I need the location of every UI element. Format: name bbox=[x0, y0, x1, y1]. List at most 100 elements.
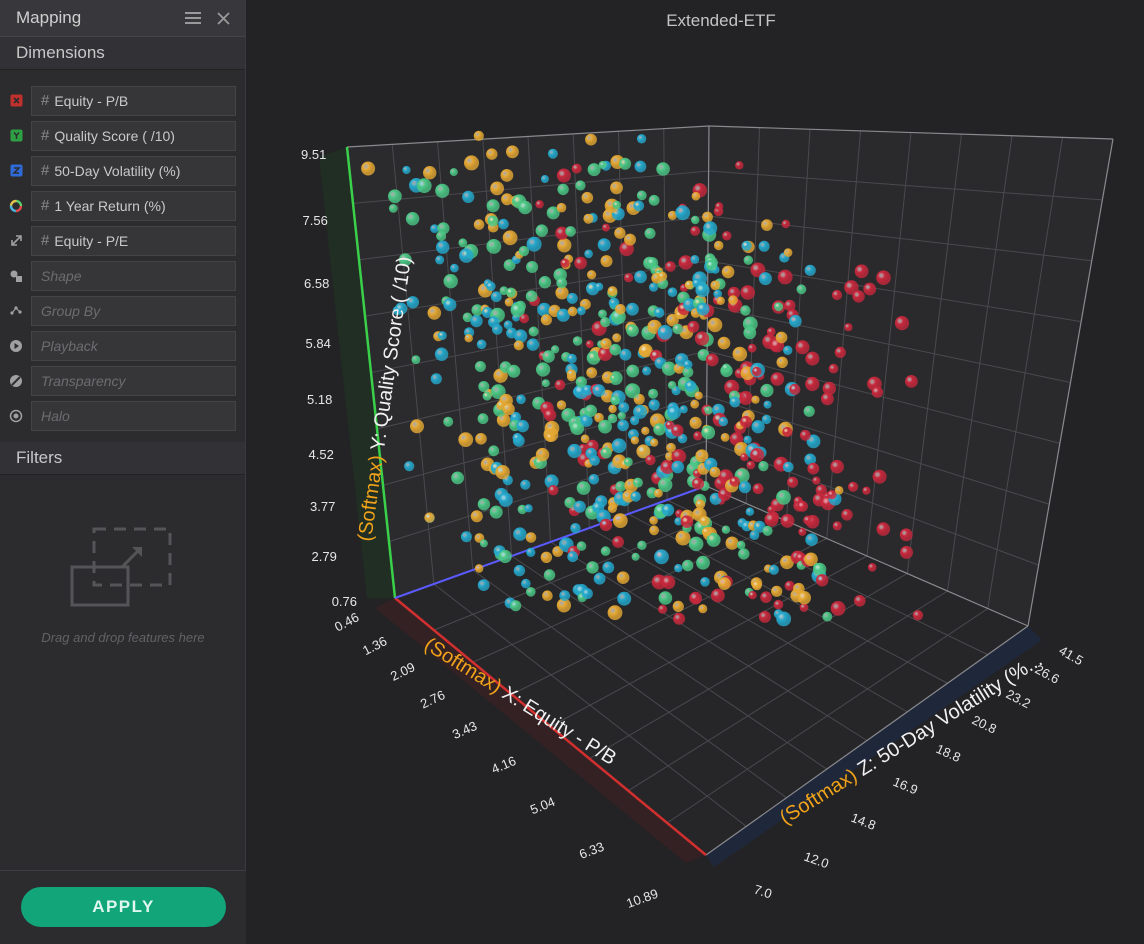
data-point bbox=[661, 503, 675, 517]
y-tick-label: 7.56 bbox=[303, 213, 328, 228]
data-point bbox=[641, 426, 650, 435]
data-point bbox=[513, 564, 526, 577]
grid-line bbox=[707, 305, 1071, 383]
dimension-field-transparency[interactable]: Transparency bbox=[31, 365, 236, 396]
grid-line bbox=[707, 260, 1082, 323]
dimension-field-shape[interactable]: Shape bbox=[31, 260, 236, 291]
data-point bbox=[673, 612, 686, 625]
data-point bbox=[654, 549, 669, 565]
z-tick-label: 18.8 bbox=[934, 741, 963, 765]
numeric-hash-icon: # bbox=[41, 92, 50, 109]
data-point bbox=[600, 447, 612, 459]
data-point bbox=[841, 509, 853, 521]
dimension-field-size[interactable]: # Equity - P/E bbox=[31, 225, 236, 256]
data-point bbox=[648, 388, 659, 399]
z-tick-label: 20.8 bbox=[970, 712, 999, 736]
data-point bbox=[566, 292, 578, 304]
dimension-field-y[interactable]: # Quality Score ( /10) bbox=[31, 120, 236, 151]
data-point bbox=[657, 271, 668, 282]
data-point bbox=[525, 532, 537, 543]
dimension-field-halo[interactable]: Halo bbox=[31, 400, 236, 431]
data-point bbox=[654, 488, 663, 498]
data-point bbox=[685, 380, 697, 392]
data-point bbox=[674, 517, 683, 526]
data-point bbox=[728, 295, 738, 305]
data-point bbox=[624, 233, 636, 246]
data-point bbox=[513, 527, 527, 541]
data-point bbox=[486, 239, 502, 254]
dimension-field-group[interactable]: Group By bbox=[31, 295, 236, 326]
data-point bbox=[667, 381, 677, 390]
data-point bbox=[575, 180, 586, 191]
filters-section-header: Filters bbox=[0, 442, 245, 475]
data-point bbox=[502, 403, 515, 416]
filters-dropzone[interactable]: Drag and drop features here bbox=[0, 490, 246, 670]
data-point bbox=[548, 485, 559, 496]
data-point bbox=[586, 367, 598, 378]
data-point bbox=[406, 296, 419, 309]
data-point bbox=[626, 324, 639, 337]
grid-line bbox=[352, 170, 709, 204]
close-icon[interactable] bbox=[211, 6, 235, 30]
data-point bbox=[405, 212, 420, 226]
data-point bbox=[538, 276, 552, 289]
data-point bbox=[633, 404, 648, 419]
data-point bbox=[595, 282, 604, 291]
data-point bbox=[434, 347, 449, 361]
data-point bbox=[738, 481, 751, 494]
data-point bbox=[805, 533, 818, 546]
data-point bbox=[541, 379, 550, 388]
data-point bbox=[586, 351, 601, 365]
data-point bbox=[771, 585, 783, 597]
data-point bbox=[631, 552, 640, 561]
data-point bbox=[616, 571, 630, 584]
numeric-hash-icon: # bbox=[41, 232, 50, 249]
grid-line bbox=[589, 527, 908, 713]
chart-title: Extended-ETF bbox=[666, 11, 776, 30]
grid-line bbox=[666, 608, 989, 824]
chart-area[interactable]: 0.76 2.79 3.77 4.52 5.18 5.84 6.58 7.56 9.51 0.46… bbox=[247, 0, 1144, 944]
grid-line bbox=[663, 128, 668, 501]
data-point bbox=[585, 340, 594, 349]
data-point bbox=[619, 157, 632, 170]
data-point bbox=[624, 273, 634, 283]
data-point bbox=[430, 224, 439, 234]
data-point bbox=[715, 202, 724, 211]
data-point bbox=[776, 611, 792, 627]
hamburger-menu-icon[interactable] bbox=[181, 6, 205, 30]
dimension-field-color[interactable]: #1 Year Return (%) bbox=[31, 190, 236, 221]
data-point bbox=[667, 405, 681, 420]
data-point bbox=[834, 346, 846, 358]
data-point bbox=[609, 374, 619, 383]
data-point bbox=[716, 296, 725, 305]
data-point bbox=[593, 572, 606, 585]
x-tick-label: 2.09 bbox=[388, 659, 417, 684]
data-point bbox=[556, 308, 570, 322]
data-point bbox=[649, 525, 659, 536]
data-point bbox=[751, 580, 762, 591]
data-point bbox=[427, 306, 442, 320]
scatter-3d-plot[interactable]: 0.76 2.79 3.77 4.52 5.18 5.84 6.58 7.56 9.51 0.46… bbox=[247, 0, 1144, 944]
data-point bbox=[630, 416, 640, 426]
data-point bbox=[506, 287, 516, 298]
apply-button[interactable]: APPLY bbox=[21, 887, 226, 927]
data-point bbox=[751, 420, 765, 434]
dimension-field-z[interactable]: #50-Day Volatility (%) bbox=[31, 155, 236, 186]
data-point bbox=[774, 302, 784, 312]
dimension-field-playback[interactable]: Playback bbox=[31, 330, 236, 361]
x-tick-label: 5.04 bbox=[528, 794, 557, 817]
data-point bbox=[830, 601, 846, 616]
data-point bbox=[768, 564, 779, 575]
data-point bbox=[665, 420, 675, 430]
data-point bbox=[777, 269, 793, 285]
dimension-row-x: # Equity - P/B bbox=[0, 83, 245, 118]
y-axis-icon bbox=[8, 128, 24, 144]
data-point bbox=[571, 163, 582, 174]
data-point bbox=[612, 333, 622, 343]
data-point bbox=[600, 546, 611, 556]
data-point bbox=[749, 530, 760, 540]
data-point bbox=[806, 434, 821, 449]
dimension-field-x[interactable]: # Equity - P/B bbox=[31, 85, 236, 116]
data-point bbox=[576, 541, 587, 551]
y-tick-label: 3.77 bbox=[310, 499, 335, 514]
